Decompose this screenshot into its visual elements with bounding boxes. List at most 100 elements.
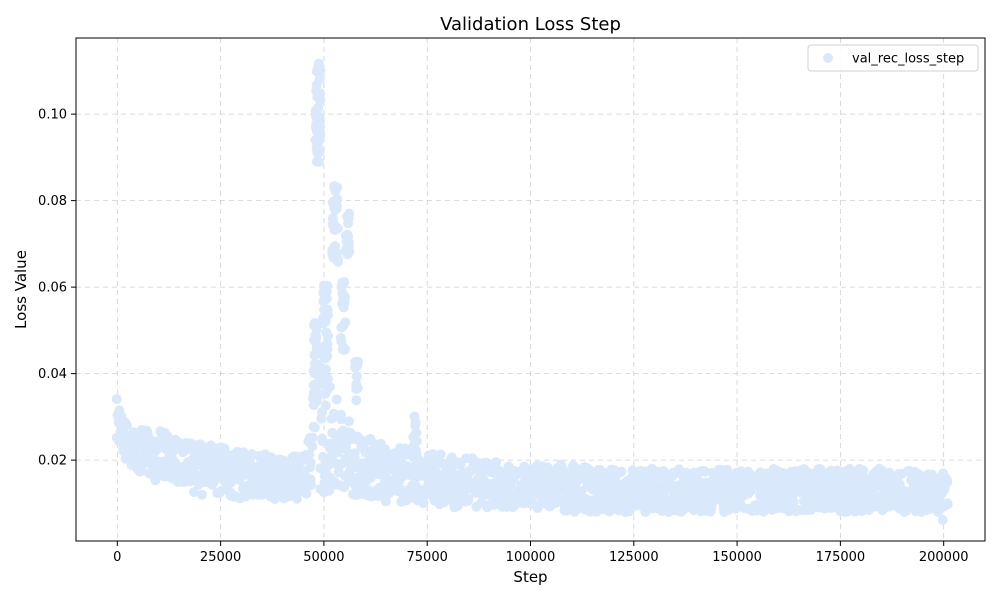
data-point bbox=[308, 388, 319, 399]
plot-frame bbox=[75, 37, 986, 542]
data-point bbox=[491, 457, 502, 468]
data-point bbox=[936, 478, 947, 489]
data-point bbox=[311, 156, 322, 167]
grid bbox=[76, 38, 985, 541]
data-point bbox=[351, 395, 362, 406]
data-point bbox=[308, 380, 319, 391]
y-tick-label: 0.06 bbox=[38, 281, 67, 296]
data-point bbox=[328, 408, 339, 419]
y-tick-label: 0.10 bbox=[38, 108, 67, 123]
data-point bbox=[331, 394, 342, 405]
x-tick-label: 100000 bbox=[506, 550, 556, 565]
data-point bbox=[318, 313, 329, 324]
data-point bbox=[311, 142, 322, 153]
data-point bbox=[305, 457, 316, 468]
data-point bbox=[330, 186, 341, 196]
data-point bbox=[349, 448, 360, 459]
data-point bbox=[351, 384, 362, 395]
data-points bbox=[111, 58, 953, 525]
y-tick-label: 0.08 bbox=[38, 194, 67, 209]
x-tick-label: 150000 bbox=[712, 550, 762, 565]
data-point bbox=[309, 422, 320, 433]
data-point bbox=[322, 373, 333, 384]
data-point bbox=[335, 333, 346, 343]
data-point bbox=[159, 464, 170, 474]
data-point bbox=[418, 498, 429, 509]
y-axis-label: Loss Value bbox=[12, 250, 30, 329]
data-point bbox=[343, 213, 354, 224]
y-tick-label: 0.02 bbox=[38, 454, 67, 469]
data-point bbox=[410, 420, 421, 431]
data-point bbox=[321, 364, 331, 375]
data-point bbox=[322, 304, 333, 315]
data-point bbox=[351, 371, 362, 382]
data-point bbox=[337, 344, 348, 355]
data-point bbox=[336, 409, 346, 420]
data-point bbox=[309, 368, 320, 379]
data-point bbox=[411, 427, 422, 438]
legend-marker bbox=[823, 53, 833, 63]
data-point bbox=[311, 85, 322, 96]
data-point bbox=[788, 497, 799, 508]
data-point bbox=[338, 290, 349, 301]
data-point bbox=[314, 74, 325, 85]
axis-ticks: 0 25000 50000 75000 100000 125000 150000 175000… bbox=[38, 108, 968, 565]
data-point bbox=[306, 480, 317, 491]
data-point bbox=[329, 202, 340, 213]
legend-label: val_rec_loss_step bbox=[852, 52, 964, 67]
data-point bbox=[332, 194, 343, 204]
data-point bbox=[216, 485, 227, 496]
data-point bbox=[304, 449, 315, 460]
data-point bbox=[121, 420, 132, 431]
data-point bbox=[942, 498, 953, 509]
data-point bbox=[307, 441, 318, 452]
data-point bbox=[616, 466, 627, 477]
data-point bbox=[256, 489, 267, 500]
x-tick-label: 50000 bbox=[303, 550, 344, 565]
y-tick-label: 0.04 bbox=[38, 367, 67, 382]
data-point bbox=[321, 286, 332, 297]
data-point bbox=[310, 336, 321, 347]
data-point bbox=[365, 473, 376, 483]
data-point bbox=[409, 447, 420, 458]
data-point bbox=[373, 469, 384, 480]
legend-box bbox=[807, 44, 979, 72]
data-point bbox=[196, 489, 207, 500]
x-tick-label: 125000 bbox=[609, 550, 659, 565]
data-point bbox=[321, 327, 332, 338]
data-point bbox=[311, 122, 321, 133]
data-point bbox=[320, 400, 331, 411]
data-point bbox=[452, 500, 463, 511]
data-point bbox=[313, 61, 324, 72]
data-point bbox=[858, 465, 869, 476]
data-point bbox=[344, 416, 354, 427]
x-tick-label: 0 bbox=[113, 550, 121, 565]
data-point bbox=[937, 515, 948, 525]
data-point bbox=[584, 464, 595, 475]
data-point bbox=[310, 111, 321, 122]
data-point bbox=[324, 381, 335, 392]
data-point bbox=[327, 219, 338, 230]
x-tick-label: 25000 bbox=[200, 550, 241, 565]
data-point bbox=[280, 458, 290, 469]
data-point bbox=[315, 130, 326, 141]
data-point bbox=[411, 436, 422, 447]
data-point bbox=[244, 480, 255, 491]
data-point bbox=[336, 322, 347, 333]
data-point bbox=[322, 350, 333, 361]
data-point bbox=[189, 487, 200, 498]
data-point bbox=[301, 488, 312, 499]
x-tick-label: 75000 bbox=[407, 550, 448, 565]
data-point bbox=[310, 360, 321, 371]
data-point bbox=[435, 449, 446, 460]
data-point bbox=[700, 466, 711, 477]
legend: val_rec_loss_step bbox=[807, 44, 979, 72]
data-point bbox=[309, 350, 320, 360]
chart-title: Validation Loss Step bbox=[440, 14, 621, 35]
data-point bbox=[307, 432, 318, 443]
data-point bbox=[350, 362, 361, 373]
data-point bbox=[321, 293, 332, 304]
data-point bbox=[341, 236, 352, 247]
x-axis-label: Step bbox=[513, 568, 547, 586]
